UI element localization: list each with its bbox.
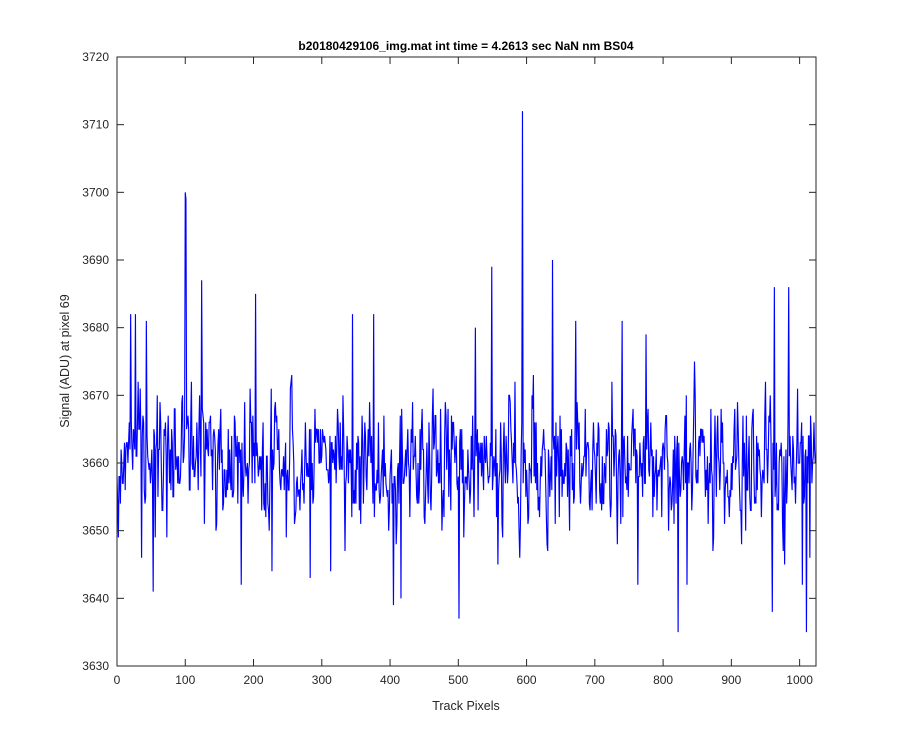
y-axis-label: Signal (ADU) at pixel 69: [58, 294, 72, 427]
y-tick-label: 3670: [82, 388, 109, 402]
x-tick-label: 1000: [786, 673, 813, 687]
x-tick-label: 300: [312, 673, 332, 687]
y-tick-label: 3680: [82, 321, 109, 335]
x-tick-label: 400: [380, 673, 400, 687]
plot-area: [117, 57, 816, 666]
x-tick-label: 200: [244, 673, 264, 687]
y-tick-label: 3640: [82, 591, 109, 605]
y-tick-label: 3690: [82, 253, 109, 267]
y-ticks: 3630 3640 3650 3660 3670 3680 3690 3700 3710 3720: [82, 50, 816, 673]
y-tick-label: 3630: [82, 659, 109, 673]
x-tick-label: 600: [517, 673, 537, 687]
y-tick-label: 3660: [82, 456, 109, 470]
x-ticks: 0 100 200 300 400 500 600 700 800 900 1000: [114, 57, 813, 687]
y-tick-label: 3700: [82, 185, 109, 199]
series-layer: [116, 111, 816, 633]
y-tick-label: 3710: [82, 118, 109, 132]
x-axis-label: Track Pixels: [432, 699, 500, 713]
series-line: [116, 111, 816, 633]
x-tick-label: 700: [585, 673, 605, 687]
x-tick-label: 900: [721, 673, 741, 687]
x-tick-label: 800: [653, 673, 673, 687]
x-tick-label: 500: [448, 673, 468, 687]
y-tick-label: 3650: [82, 524, 109, 538]
chart-title: b20180429106_img.mat int time = 4.2613 s…: [298, 39, 634, 53]
x-tick-label: 100: [175, 673, 195, 687]
axes-box: [116, 56, 817, 667]
y-tick-label: 3720: [82, 50, 109, 64]
x-tick-label: 0: [114, 673, 121, 687]
